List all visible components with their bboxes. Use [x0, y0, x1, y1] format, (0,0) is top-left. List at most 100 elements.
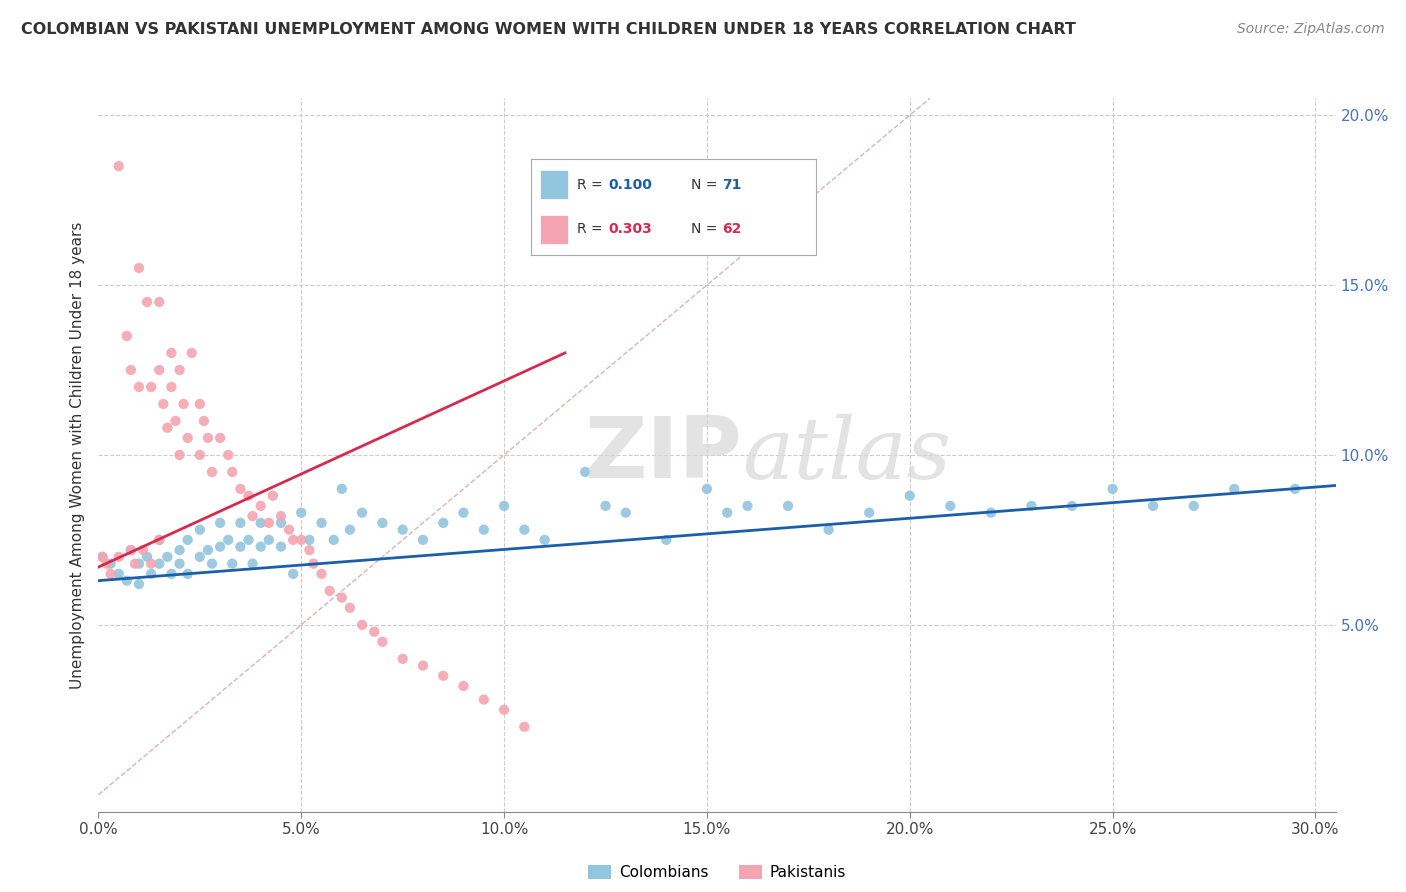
Point: [221, 557, 243, 571]
Text: 71: 71: [723, 178, 741, 192]
Point: [737, 499, 759, 513]
Point: [238, 533, 260, 547]
Point: [614, 506, 637, 520]
Point: [776, 499, 799, 513]
Point: [148, 295, 170, 310]
Point: [242, 509, 264, 524]
Point: [330, 591, 353, 605]
Point: [169, 363, 191, 377]
Text: ZIP: ZIP: [583, 413, 742, 497]
Point: [302, 557, 325, 571]
Point: [574, 465, 596, 479]
Point: [115, 329, 138, 343]
Point: [270, 509, 292, 524]
Point: [270, 540, 292, 554]
Point: [513, 720, 536, 734]
FancyBboxPatch shape: [540, 215, 568, 244]
Text: Source: ZipAtlas.com: Source: ZipAtlas.com: [1237, 22, 1385, 37]
Point: [107, 566, 129, 581]
Text: N =: N =: [690, 222, 721, 236]
Point: [141, 380, 163, 394]
FancyBboxPatch shape: [540, 170, 568, 199]
Point: [165, 414, 187, 428]
Point: [249, 516, 271, 530]
Point: [180, 346, 202, 360]
Point: [298, 543, 321, 558]
Point: [1021, 499, 1043, 513]
Point: [107, 159, 129, 173]
Point: [193, 414, 215, 428]
Point: [238, 489, 260, 503]
Point: [595, 499, 617, 513]
Point: [1142, 499, 1164, 513]
Point: [176, 566, 198, 581]
Point: [352, 506, 374, 520]
Text: R =: R =: [576, 178, 607, 192]
Point: [209, 540, 232, 554]
Point: [311, 516, 333, 530]
Point: [339, 600, 361, 615]
Point: [290, 533, 312, 547]
Point: [136, 295, 159, 310]
Point: [209, 431, 232, 445]
Point: [100, 557, 122, 571]
Point: [391, 652, 413, 666]
Point: [148, 533, 170, 547]
Point: [432, 516, 454, 530]
Point: [197, 543, 219, 558]
Point: [217, 448, 239, 462]
Point: [318, 583, 340, 598]
Point: [120, 363, 142, 377]
Point: [1182, 499, 1205, 513]
Point: [270, 516, 292, 530]
Point: [229, 482, 252, 496]
Point: [298, 533, 321, 547]
Point: [1101, 482, 1123, 496]
Point: [898, 489, 921, 503]
Point: [513, 523, 536, 537]
Point: [120, 543, 142, 558]
Point: [148, 557, 170, 571]
Point: [120, 543, 142, 558]
Point: [229, 540, 252, 554]
Point: [169, 448, 191, 462]
Point: [939, 499, 962, 513]
Point: [148, 533, 170, 547]
Point: [257, 533, 280, 547]
Point: [412, 658, 434, 673]
Point: [249, 499, 271, 513]
Point: [128, 380, 150, 394]
Point: [339, 523, 361, 537]
Point: [188, 549, 211, 564]
Point: [96, 557, 118, 571]
Point: [188, 448, 211, 462]
Point: [655, 533, 678, 547]
Point: [453, 506, 475, 520]
Point: [242, 557, 264, 571]
Point: [217, 533, 239, 547]
Point: [533, 533, 555, 547]
Point: [453, 679, 475, 693]
Point: [432, 669, 454, 683]
Point: [197, 431, 219, 445]
Point: [322, 533, 344, 547]
Text: N =: N =: [690, 178, 721, 192]
Point: [132, 543, 155, 558]
Point: [363, 624, 385, 639]
Point: [188, 397, 211, 411]
Point: [352, 617, 374, 632]
Point: [160, 380, 183, 394]
Text: 0.303: 0.303: [609, 222, 652, 236]
Y-axis label: Unemployment Among Women with Children Under 18 years: Unemployment Among Women with Children U…: [69, 221, 84, 689]
Point: [91, 549, 114, 564]
Point: [176, 533, 198, 547]
Point: [201, 465, 224, 479]
Point: [188, 523, 211, 537]
Point: [169, 543, 191, 558]
Point: [152, 397, 174, 411]
Point: [391, 523, 413, 537]
Point: [156, 421, 179, 435]
Point: [136, 549, 159, 564]
Point: [262, 489, 284, 503]
Point: [980, 506, 1002, 520]
